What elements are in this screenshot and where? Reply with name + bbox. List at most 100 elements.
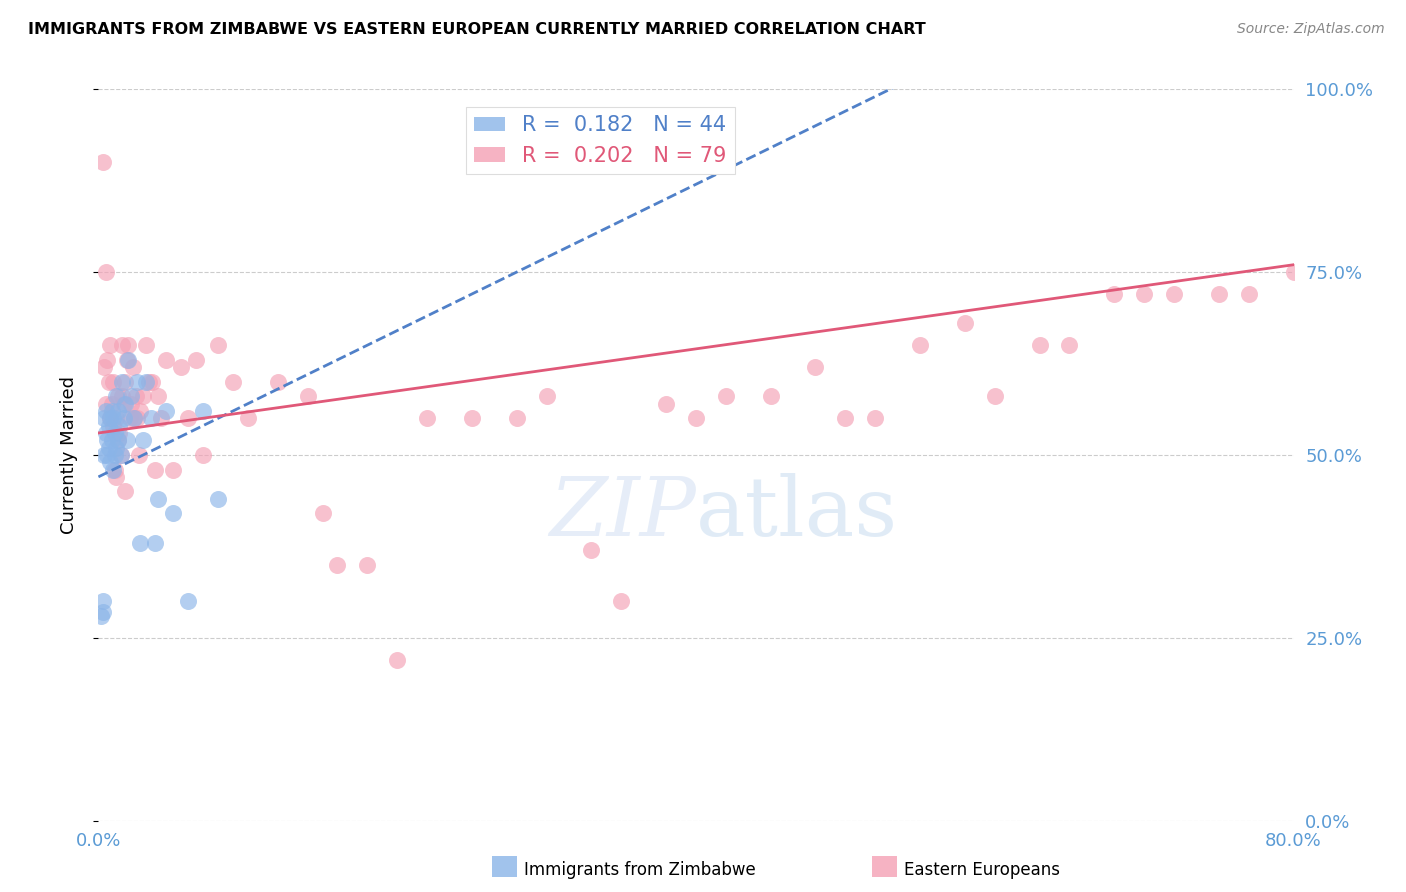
Point [139,411,162,425]
Point [100,411,122,425]
Point [148,389,170,403]
Point [108,425,131,440]
Point [114,484,136,499]
Text: Source: ZipAtlas.com: Source: ZipAtlas.com [1237,22,1385,37]
Point [191,404,214,418]
Point [191,448,214,462]
Point [610,594,633,608]
Point [297,389,319,403]
Point [184,352,207,367]
Point [222,375,245,389]
Point [104,448,127,462]
Point [107,389,129,403]
Point [1133,287,1156,301]
Point [714,389,737,403]
Point [865,411,887,425]
Point [162,462,184,476]
Legend: R =  0.182   N = 44, R =  0.202   N = 79: R = 0.182 N = 44, R = 0.202 N = 79 [465,107,735,174]
Point [118,411,141,425]
Point [984,389,1007,403]
Point [148,491,170,506]
Point [114,397,136,411]
Point [124,411,146,425]
Point [101,397,124,411]
Point [127,375,149,389]
Point [101,404,124,418]
Point [107,404,129,418]
Point [103,411,125,425]
Point [91,605,114,619]
Text: IMMIGRANTS FROM ZIMBABWE VS EASTERN EUROPEAN CURRENTLY MARRIED CORRELATION CHART: IMMIGRANTS FROM ZIMBABWE VS EASTERN EURO… [28,22,927,37]
Point [953,316,976,330]
Point [96,352,118,367]
Point [177,594,200,608]
Point [326,558,349,572]
Point [105,470,128,484]
Point [115,434,138,448]
Point [93,411,115,425]
Point [105,389,128,403]
Point [103,462,125,476]
Point [125,389,148,403]
Point [91,155,114,169]
Point [207,491,229,506]
Point [101,434,124,448]
Point [132,434,155,448]
Point [104,462,127,476]
Point [834,411,856,425]
Text: ZIP: ZIP [550,474,696,553]
Point [267,375,290,389]
Point [103,375,125,389]
Point [97,375,120,389]
Point [121,360,143,375]
Point [120,397,142,411]
Point [94,425,117,440]
Point [97,418,120,433]
Point [416,411,439,425]
Point [1028,338,1050,352]
Text: atlas: atlas [696,474,898,553]
Point [127,411,149,425]
Point [143,462,166,476]
Point [105,411,128,425]
Point [155,404,177,418]
Point [107,434,129,448]
Point [141,375,163,389]
Point [1208,287,1230,301]
Point [94,397,117,411]
Point [581,543,603,558]
Text: Eastern Europeans: Eastern Europeans [904,861,1060,879]
Point [655,397,678,411]
Point [110,448,132,462]
Point [385,653,409,667]
Point [536,389,558,403]
Point [129,535,152,549]
Point [155,352,177,367]
Point [1282,265,1305,279]
Point [685,411,707,425]
Point [91,594,114,608]
Point [110,448,132,462]
Point [129,404,152,418]
Point [124,411,146,425]
Point [311,507,333,521]
Point [759,389,782,403]
Point [96,434,118,448]
Point [150,411,173,425]
Point [93,448,115,462]
Point [162,507,184,521]
Point [107,434,129,448]
Point [1059,338,1081,352]
Point [111,389,134,403]
Text: Immigrants from Zimbabwe: Immigrants from Zimbabwe [524,861,756,879]
Point [97,441,120,455]
Point [908,338,931,352]
Point [115,352,138,367]
Point [108,418,131,433]
Point [132,389,155,403]
Point [1163,287,1185,301]
Point [100,338,122,352]
Point [143,535,166,549]
Point [100,455,122,469]
Point [804,360,827,375]
